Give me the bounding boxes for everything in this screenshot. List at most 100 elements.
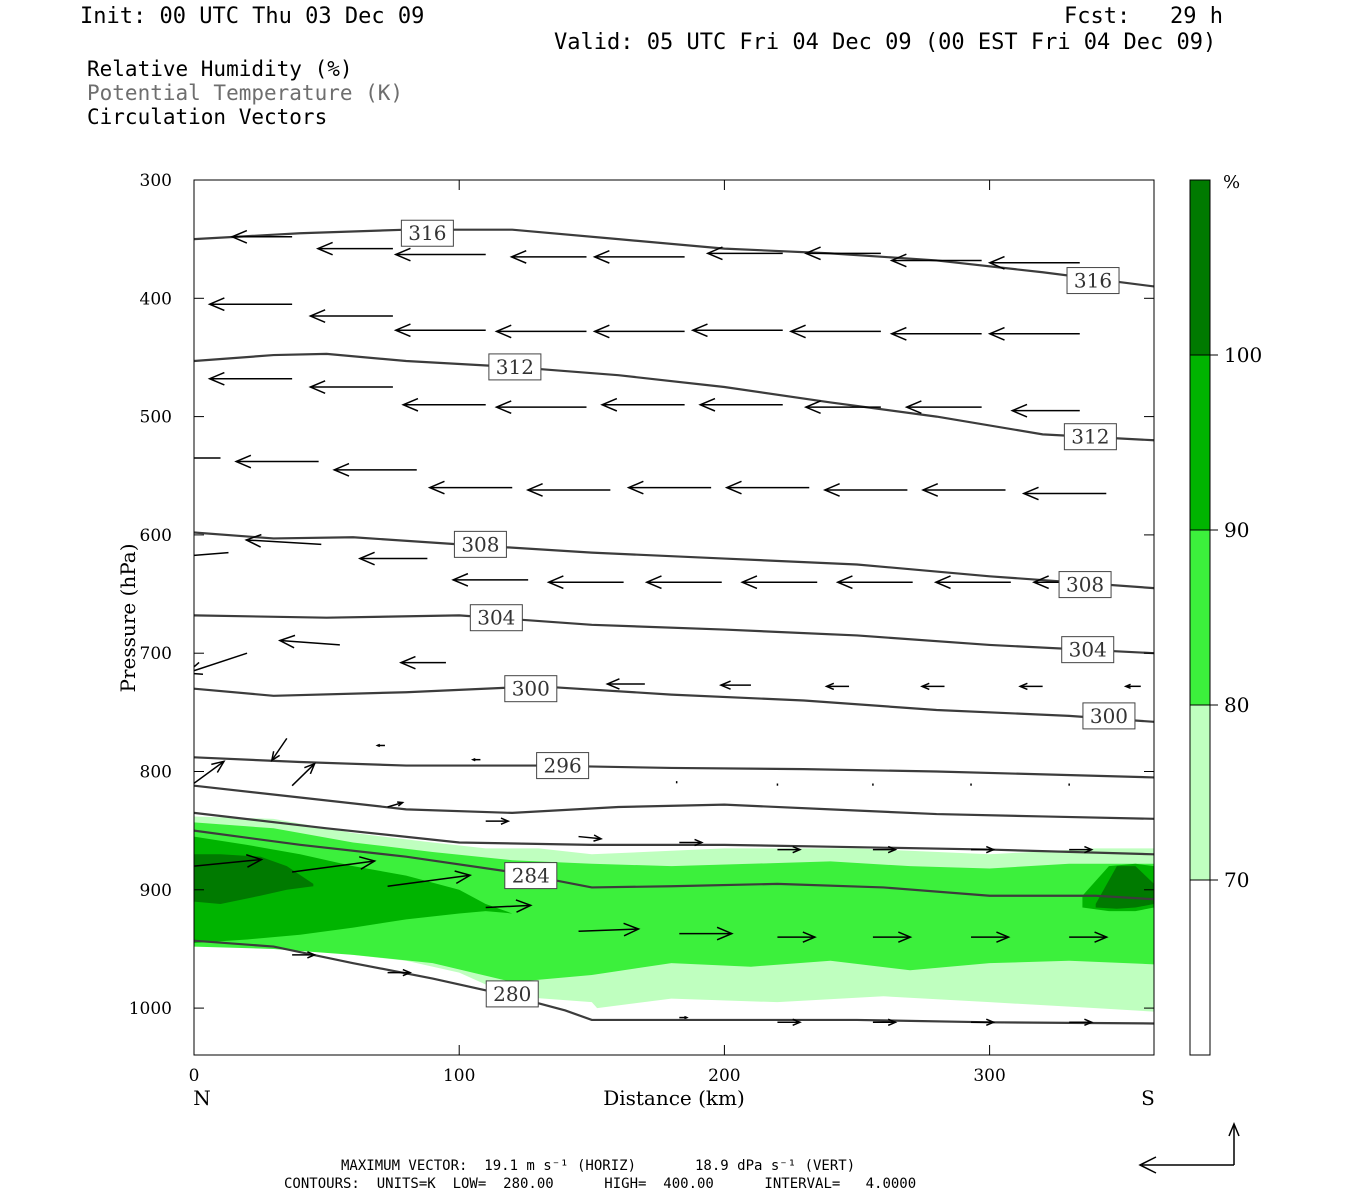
theta-label-text: 308 (461, 532, 499, 556)
circulation-vector (308, 309, 393, 323)
theta-contour-312 (194, 352, 1154, 442)
rh-shading (194, 816, 1154, 1012)
theta-contours (194, 228, 1154, 1025)
circulation-vector (835, 575, 913, 590)
circulation-vector (889, 253, 982, 268)
circulation-vector (971, 845, 996, 854)
legend-rh: Relative Humidity (%) (87, 57, 353, 81)
x-axis-label: Distance (km) (603, 1086, 745, 1110)
footer-contours: CONTOURS: UNITS=K LOW= 280.00 HIGH= 400.… (284, 1176, 917, 1192)
theta-label-box (453, 530, 507, 558)
circulation-vector (194, 551, 229, 557)
y-tick-label: 500 (140, 408, 172, 428)
x-end-right: S (1141, 1086, 1155, 1110)
circulation-vector (230, 229, 293, 244)
theta-label-box (536, 752, 590, 780)
circulation-vector (194, 457, 221, 459)
theta-label-280: 280 (485, 980, 539, 1008)
theta-label-296: 296 (536, 752, 590, 780)
y-tick-label: 800 (140, 763, 172, 783)
circulation-vector (357, 551, 428, 566)
circulation-vector (987, 326, 1080, 341)
theta-contour-280 (194, 939, 1154, 1025)
y-tick-label: 700 (140, 644, 172, 664)
circulation-vector (803, 400, 881, 415)
circulation-vector (401, 397, 486, 412)
theta-label-304: 304 (1061, 636, 1115, 664)
theta-label-text: 280 (493, 982, 531, 1006)
theta-label-312: 312 (1063, 423, 1117, 451)
colorbar-segment (1190, 705, 1210, 880)
theta-label-text: 304 (477, 606, 515, 630)
theta-label-text: 296 (544, 754, 582, 778)
circulation-vector (626, 480, 712, 495)
theta-label-box (400, 219, 454, 247)
circulation-vector (679, 1015, 689, 1020)
colorbar-segment (1190, 355, 1210, 530)
theta-contour-284 (194, 829, 1154, 901)
circulation-vector (194, 854, 264, 868)
theta-label-text: 312 (496, 355, 534, 379)
y-tick-label: 600 (140, 526, 172, 546)
theta-label-box (1061, 636, 1115, 664)
circulation-vector (470, 757, 481, 762)
circulation-vector (292, 951, 317, 959)
circulation-vector (872, 1018, 898, 1027)
theta-contour-308 (194, 531, 1154, 590)
circulation-vector (207, 297, 293, 312)
circulation-vector (740, 575, 818, 590)
circulation-vector (578, 922, 641, 937)
colorbar-label: 70 (1224, 868, 1249, 892)
colorbar-segment (1190, 880, 1210, 1055)
circulation-vector (399, 655, 446, 670)
theta-label-308: 308 (1058, 571, 1112, 599)
circulation-vector (393, 247, 486, 262)
circulation-vector (291, 762, 317, 787)
circulation-vector (1069, 931, 1109, 943)
theta-label-308: 308 (453, 530, 507, 558)
circulation-vector (920, 682, 945, 691)
circulation-vector (921, 483, 1006, 497)
y-tick-label: 300 (140, 171, 172, 191)
theta-label-304: 304 (469, 604, 523, 632)
theta-label-box (504, 675, 558, 703)
circulation-vector (375, 743, 385, 748)
circulation-vector (777, 931, 817, 943)
circulation-vector (718, 680, 751, 690)
y-axis-label: Pressure (hPa) (116, 544, 140, 693)
circulation-vector (1069, 845, 1094, 854)
circulation-vector (393, 323, 486, 338)
colorbar: 70 80 90 100% (1189, 172, 1262, 1056)
theta-label-box (1082, 702, 1136, 730)
axes: 300 400 500 600 700 800 900 1000 0 100 200 300 N S Dis… (116, 171, 1155, 1110)
circulation-vector (690, 323, 783, 338)
colorbar-label: 90 (1224, 518, 1249, 542)
y-tick-label: 400 (140, 289, 172, 309)
circulation-vector (525, 483, 611, 497)
circulation-vector (971, 1018, 996, 1027)
circulation-vector (194, 760, 226, 784)
valid-time: Valid: 05 UTC Fri 04 Dec 09 (00 EST Fri … (554, 30, 1217, 55)
circulation-vector (824, 682, 850, 691)
circulation-vector (872, 931, 913, 943)
theta-contour-304 (194, 614, 1154, 655)
theta-label-text: 316 (1074, 269, 1112, 293)
colorbar-segment (1190, 180, 1210, 355)
theta-label-text: 316 (408, 221, 446, 245)
circulation-vector (1018, 682, 1043, 691)
circulation-vector (872, 845, 898, 854)
y-tick-label: 900 (140, 881, 172, 901)
circulation-vector (451, 572, 529, 587)
theta-contour-7 (194, 811, 1154, 856)
init-time: Init: 00 UTC Thu 03 Dec 09 (80, 4, 425, 29)
circulation-vector (308, 380, 393, 394)
circulation-vector (679, 926, 734, 941)
theta-label-text: 300 (1090, 704, 1128, 728)
circulation-vector (315, 241, 393, 256)
legend-theta: Potential Temperature (K) (87, 81, 404, 105)
theta-label-text: 284 (512, 864, 550, 888)
theta-label-text: 300 (512, 677, 550, 701)
circulation-vector (387, 801, 405, 808)
theta-contour-316 (194, 228, 1154, 288)
circulation-vector (933, 575, 1011, 590)
